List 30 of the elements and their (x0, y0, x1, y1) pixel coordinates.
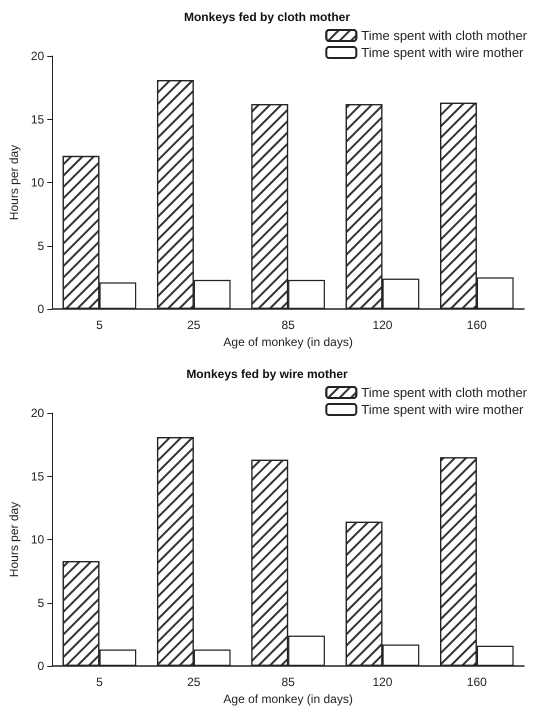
y-axis-title: Hours per day (7, 144, 21, 220)
y-tick-label: 20 (30, 49, 45, 63)
y-tick-label: 5 (38, 596, 45, 610)
legend-label: Time spent with cloth mother (361, 385, 528, 400)
chart-title: Monkeys fed by wire mother (186, 367, 348, 381)
x-axis-title: Age of monkey (in days) (223, 692, 353, 706)
y-tick-label: 0 (38, 659, 45, 673)
y-tick-label: 0 (38, 302, 45, 316)
chart-title: Monkeys fed by cloth mother (184, 10, 350, 24)
legend-label: Time spent with wire mother (361, 402, 524, 417)
x-axis-title: Age of monkey (in days) (223, 334, 353, 349)
x-tick-label: 85 (281, 675, 296, 689)
x-tick-label: 25 (187, 675, 201, 689)
y-tick-label: 15 (30, 469, 45, 484)
y-tick-label: 10 (30, 532, 45, 546)
y-tick-label: 20 (30, 406, 45, 420)
x-tick-label: 120 (372, 318, 393, 332)
x-tick-label: 5 (96, 318, 104, 332)
x-tick-label: 25 (187, 318, 201, 332)
legend-label: Time spent with wire mother (361, 45, 524, 60)
y-tick-label: 15 (30, 112, 45, 126)
x-tick-label: 160 (466, 675, 488, 689)
y-tick-label: 10 (30, 176, 45, 190)
x-tick-label: 5 (96, 675, 104, 689)
y-axis-title: Hours per day (7, 502, 21, 578)
x-tick-label: 120 (372, 675, 393, 689)
x-tick-label: 85 (281, 318, 296, 332)
x-tick-label: 160 (466, 318, 488, 332)
legend-label: Time spent with cloth mother (361, 28, 528, 43)
y-tick-label: 5 (38, 238, 45, 253)
